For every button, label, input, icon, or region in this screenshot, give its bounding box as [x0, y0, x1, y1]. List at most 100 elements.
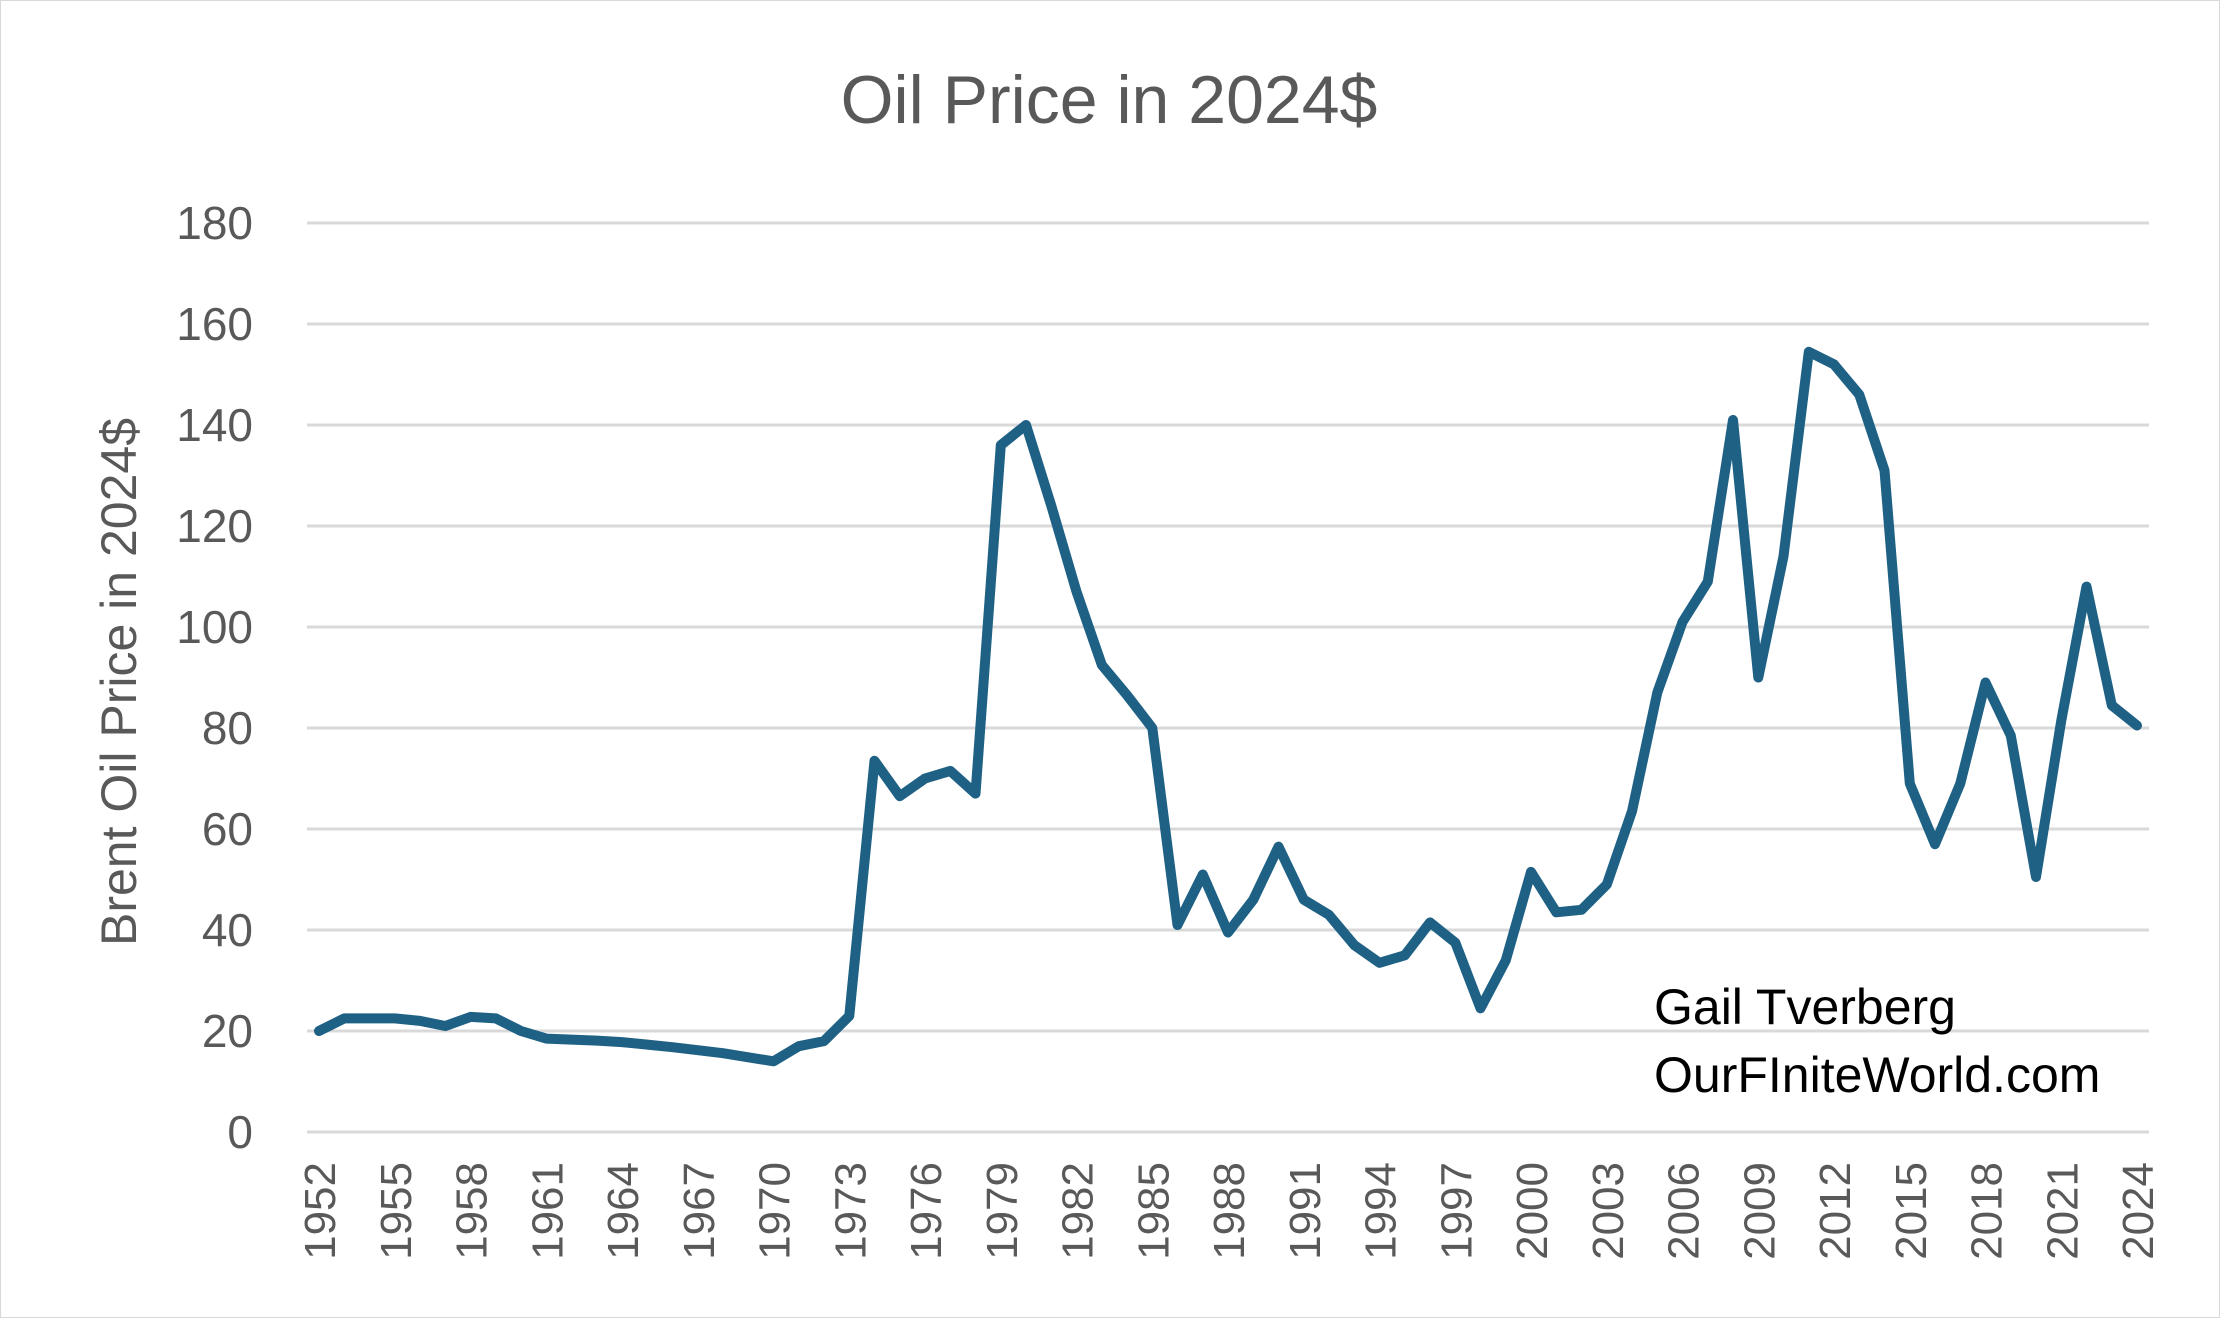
- data-point: [470, 1016, 471, 1017]
- x-tick-label: 2024: [2114, 1162, 2163, 1260]
- website-annotation: OurFIniteWorld.com: [1654, 1047, 2100, 1103]
- x-tick-label: 2018: [1963, 1162, 2012, 1260]
- data-point: [1632, 811, 1633, 812]
- y-tick-label: 60: [202, 803, 253, 855]
- gridlines: [307, 221, 2149, 1134]
- x-tick-label: 2000: [1508, 1162, 1557, 1260]
- x-tick-label: 1958: [448, 1162, 497, 1260]
- data-point: [2010, 735, 2011, 736]
- x-tick-label: 1955: [372, 1162, 421, 1260]
- chart-title: Oil Price in 2024$: [841, 62, 1378, 138]
- data-point: [546, 1038, 547, 1039]
- data-point: [1127, 695, 1128, 696]
- data-point: [748, 1057, 749, 1058]
- data-point: [1177, 924, 1178, 925]
- series-layer: [314, 346, 2142, 1067]
- data-point: [1152, 728, 1153, 729]
- data-point: [1531, 871, 1532, 872]
- data-point: [1253, 899, 1254, 900]
- data-point: [1556, 912, 1557, 913]
- data-point: [1909, 783, 1910, 784]
- data-point: [1884, 470, 1885, 471]
- data-point: [344, 1018, 345, 1019]
- data-point: [394, 1018, 395, 1019]
- y-tick-label: 0: [227, 1106, 253, 1158]
- x-tick-label: 1982: [1054, 1162, 1103, 1260]
- x-tick-label: 2012: [1811, 1162, 1860, 1260]
- x-tick-label: 1979: [978, 1162, 1027, 1260]
- data-point: [1985, 682, 1986, 683]
- data-point: [1581, 909, 1582, 910]
- data-point: [2111, 705, 2112, 706]
- data-point: [445, 1025, 446, 1026]
- data-point: [1303, 899, 1304, 900]
- data-point: [1834, 364, 1835, 365]
- data-point: [773, 1061, 774, 1062]
- x-tick-label: 1997: [1432, 1162, 1481, 1260]
- data-point: [723, 1053, 724, 1054]
- data-point: [495, 1018, 496, 1019]
- y-tick-label: 140: [176, 399, 253, 451]
- data-point: [2036, 876, 2037, 877]
- data-point: [1430, 922, 1431, 923]
- data-point: [1960, 783, 1961, 784]
- data-point: [697, 1050, 698, 1051]
- x-tick-label: 1952: [296, 1162, 345, 1260]
- data-point: [521, 1031, 522, 1032]
- data-point: [672, 1047, 673, 1048]
- data-point: [2061, 720, 2062, 721]
- data-point: [1101, 664, 1102, 665]
- data-point: [1354, 945, 1355, 946]
- author-annotation: Gail Tverberg: [1654, 979, 1956, 1035]
- x-tick-label: 1994: [1357, 1162, 1406, 1260]
- data-point: [950, 770, 951, 771]
- data-point: [622, 1042, 623, 1043]
- data-point: [571, 1039, 572, 1040]
- x-tick-label: 2021: [2038, 1162, 2087, 1260]
- x-tick-label: 1988: [1205, 1162, 1254, 1260]
- data-point: [1480, 1008, 1481, 1009]
- data-point: [1707, 581, 1708, 582]
- data-point: [1000, 445, 1001, 446]
- x-tick-label: 1973: [826, 1162, 875, 1260]
- y-tick-label: 180: [176, 197, 253, 249]
- x-tick-label: 1970: [751, 1162, 800, 1260]
- data-point: [2086, 586, 2087, 587]
- data-point: [1758, 677, 1759, 678]
- data-point: [2137, 725, 2138, 726]
- x-tick-label: 1964: [599, 1162, 648, 1260]
- data-point: [1935, 844, 1936, 845]
- data-point: [975, 793, 976, 794]
- data-point: [1202, 874, 1203, 875]
- y-axis-label: Brent Oil Price in 2024$: [91, 418, 147, 946]
- data-point: [925, 778, 926, 779]
- data-point: [1606, 884, 1607, 885]
- x-tick-label: 1985: [1129, 1162, 1178, 1260]
- data-point: [1026, 425, 1027, 426]
- y-tick-label: 100: [176, 601, 253, 653]
- y-tick-label: 120: [176, 500, 253, 552]
- data-point: [1051, 505, 1052, 506]
- data-point: [1076, 591, 1077, 592]
- data-point: [319, 1031, 320, 1032]
- x-tick-label: 2006: [1660, 1162, 1709, 1260]
- data-point: [1228, 932, 1229, 933]
- y-tick-label: 80: [202, 702, 253, 754]
- x-tick-label: 1991: [1281, 1162, 1330, 1260]
- y-tick-label: 160: [176, 298, 253, 350]
- data-point: [1808, 351, 1809, 352]
- x-tick-label: 2015: [1887, 1162, 1936, 1260]
- data-point: [1379, 962, 1380, 963]
- data-point: [596, 1040, 597, 1041]
- x-tick-label: 1976: [902, 1162, 951, 1260]
- data-point: [1733, 419, 1734, 420]
- data-point: [899, 796, 900, 797]
- data-point: [1455, 942, 1456, 943]
- data-point: [1505, 960, 1506, 961]
- x-tick-label: 2009: [1735, 1162, 1784, 1260]
- x-tick-label: 1967: [675, 1162, 724, 1260]
- data-point: [1278, 846, 1279, 847]
- y-tick-labels: 0 20 40 60 80 100 120 140 160 180: [176, 197, 253, 1158]
